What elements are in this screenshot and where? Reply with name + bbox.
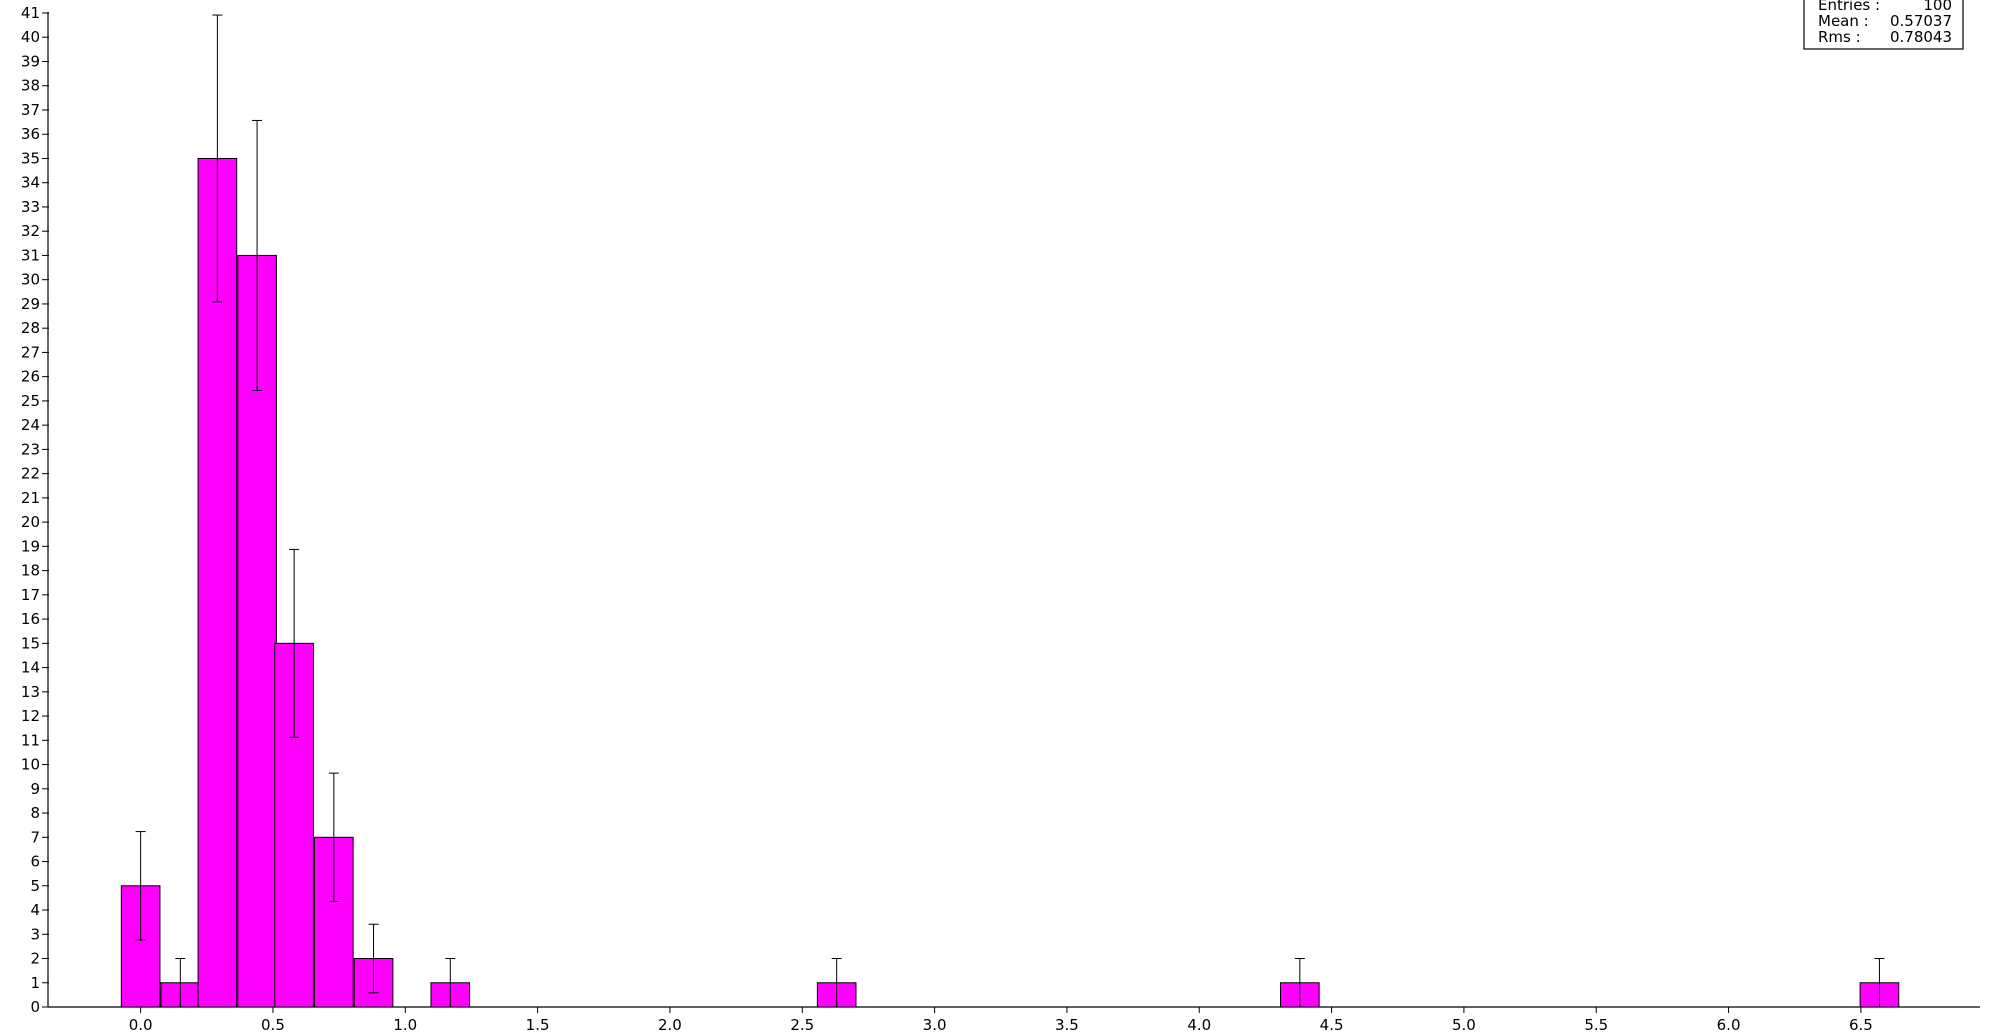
y-tick-label: 16 bbox=[21, 610, 40, 628]
y-tick-label: 31 bbox=[21, 246, 40, 264]
y-tick-label: 23 bbox=[21, 440, 40, 458]
x-tick-label: 5.0 bbox=[1452, 1016, 1476, 1034]
y-tick-label: 35 bbox=[21, 149, 40, 167]
y-tick-label: 41 bbox=[21, 4, 40, 22]
x-tick-label: 6.0 bbox=[1717, 1016, 1741, 1034]
error-bars bbox=[135, 14, 1885, 1008]
x-tick-label: 4.0 bbox=[1187, 1016, 1211, 1034]
y-tick-label: 13 bbox=[21, 683, 40, 701]
stats-rms-value: 0.78043 bbox=[1890, 28, 1952, 46]
x-axis: 0.0 0.5 1.0 1.5 2.0 2.5 3.0 3.5 4.0 4.5 5.0 5.5 6.0 6… bbox=[48, 1006, 1980, 1034]
stats-box: Entries : 100 Mean : 0.57037 Rms : 0.780… bbox=[1803, 0, 1964, 50]
y-tick-label: 24 bbox=[21, 416, 40, 434]
x-tick-label: 4.5 bbox=[1320, 1016, 1344, 1034]
y-tick-label: 2 bbox=[30, 950, 40, 968]
x-tick-label: 3.5 bbox=[1055, 1016, 1079, 1034]
y-tick-label: 36 bbox=[21, 125, 40, 143]
y-tick-label: 5 bbox=[30, 877, 40, 895]
x-tick-label: 1.0 bbox=[393, 1016, 417, 1034]
stats-mean-value: 0.57037 bbox=[1890, 12, 1952, 30]
y-tick-label: 1 bbox=[30, 974, 40, 992]
y-tick-label: 14 bbox=[21, 659, 40, 677]
y-tick-label: 30 bbox=[21, 271, 40, 289]
x-tick-label: 1.5 bbox=[526, 1016, 550, 1034]
y-tick-label: 37 bbox=[21, 101, 40, 119]
y-tick-label: 4 bbox=[30, 901, 40, 919]
x-tick-label: 6.5 bbox=[1849, 1016, 1873, 1034]
y-tick-label: 6 bbox=[30, 853, 40, 871]
y-tick-label: 27 bbox=[21, 343, 40, 361]
y-tick-label: 26 bbox=[21, 368, 40, 386]
y-tick-label: 29 bbox=[21, 295, 40, 313]
x-tick-label: 2.5 bbox=[790, 1016, 814, 1034]
y-tick-label: 40 bbox=[21, 28, 40, 46]
y-tick-label: 39 bbox=[21, 52, 40, 70]
y-tick-label: 9 bbox=[30, 780, 40, 798]
y-tick-label: 3 bbox=[30, 925, 40, 943]
y-tick-label: 11 bbox=[21, 731, 40, 749]
stats-entries-label: Entries : bbox=[1818, 0, 1880, 14]
y-tick-label: 18 bbox=[21, 562, 40, 580]
stats-entries-value: 100 bbox=[1923, 0, 1952, 14]
y-tick-label: 7 bbox=[30, 828, 40, 846]
y-tick-label: 34 bbox=[21, 174, 40, 192]
x-tick-label: 5.5 bbox=[1584, 1016, 1608, 1034]
x-tick-label: 0.0 bbox=[129, 1016, 153, 1034]
y-tick-label: 0 bbox=[30, 998, 40, 1016]
y-tick-label: 20 bbox=[21, 513, 40, 531]
y-tick-label: 15 bbox=[21, 634, 40, 652]
y-tick-label: 38 bbox=[21, 77, 40, 95]
y-tick-label: 19 bbox=[21, 537, 40, 555]
y-tick-label: 25 bbox=[21, 392, 40, 410]
y-tick-label: 22 bbox=[21, 465, 40, 483]
stats-rms-label: Rms : bbox=[1818, 28, 1861, 46]
y-tick-label: 28 bbox=[21, 319, 40, 337]
y-tick-label: 32 bbox=[21, 222, 40, 240]
x-tick-label: 2.0 bbox=[658, 1016, 682, 1034]
stats-mean-label: Mean : bbox=[1818, 12, 1869, 30]
x-tick-label: 0.5 bbox=[261, 1016, 285, 1034]
y-tick-label: 17 bbox=[21, 586, 40, 604]
y-tick-label: 21 bbox=[21, 489, 40, 507]
x-tick-label: 3.0 bbox=[923, 1016, 947, 1034]
y-tick-label: 12 bbox=[21, 707, 40, 725]
histogram-bars bbox=[120, 157, 1900, 1008]
y-tick-label: 10 bbox=[21, 756, 40, 774]
y-tick-label: 33 bbox=[21, 198, 40, 216]
y-tick-label: 8 bbox=[30, 804, 40, 822]
y-axis: 0123456789101112131415161718192021222324… bbox=[21, 4, 49, 1016]
